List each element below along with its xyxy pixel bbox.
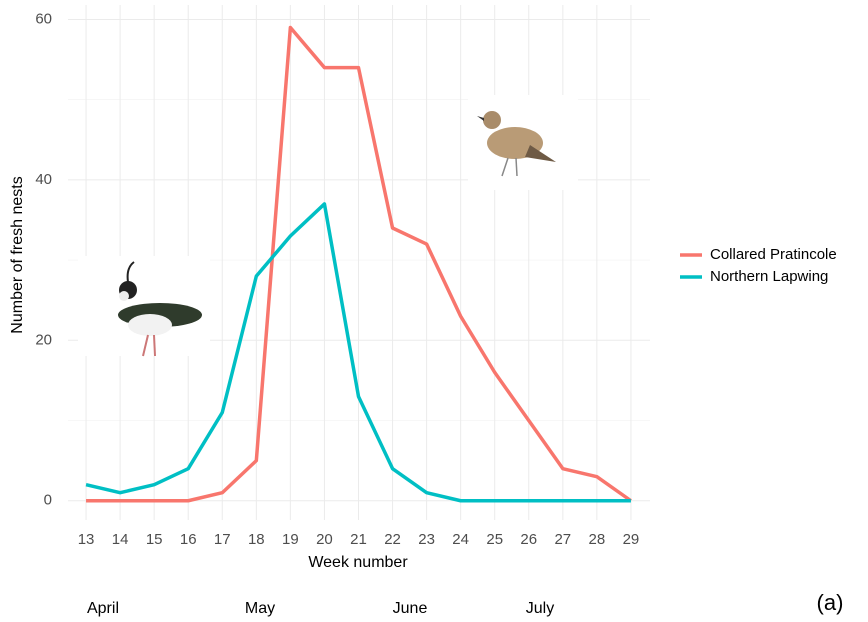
- grid: [68, 5, 650, 520]
- month-label: April: [87, 600, 119, 617]
- series-line: [86, 25, 632, 503]
- x-tick-label: 29: [623, 531, 640, 548]
- lapwing-image: [78, 256, 210, 357]
- lines: [85, 25, 632, 503]
- x-tick-label: 22: [384, 531, 401, 548]
- x-tick-label: 20: [316, 531, 333, 548]
- y-tick-label: 0: [44, 492, 52, 509]
- x-tick-label: 17: [214, 531, 231, 548]
- x-tick-label: 19: [282, 531, 299, 548]
- x-tick-label: 23: [418, 531, 435, 548]
- x-tick-label: 18: [248, 531, 265, 548]
- pratincole-image: [468, 95, 578, 190]
- x-axis-label: Week number: [308, 554, 408, 571]
- month-label: July: [526, 600, 554, 617]
- x-tick-label: 27: [554, 531, 571, 548]
- x-tick-label: 24: [452, 531, 469, 548]
- x-tick-label: 26: [520, 531, 537, 548]
- x-tick-label: 16: [180, 531, 197, 548]
- series-line: [85, 202, 631, 503]
- x-tick-label: 14: [112, 531, 129, 548]
- y-tick-label: 40: [35, 171, 52, 188]
- legend-label: Northern Lapwing: [710, 268, 828, 285]
- legend: Collared Pratincole Northern Lapwing: [680, 246, 837, 285]
- month-label: May: [245, 600, 275, 617]
- panel-label: (a): [817, 590, 844, 615]
- y-tick-label: 20: [35, 331, 52, 348]
- x-tick-label: 25: [486, 531, 503, 548]
- x-tick-label: 21: [350, 531, 367, 548]
- x-tick-label: 15: [146, 531, 163, 548]
- month-label: June: [393, 600, 428, 617]
- x-tick-label: 13: [78, 531, 95, 548]
- x-tick-label: 28: [589, 531, 606, 548]
- y-tick-label: 60: [35, 10, 52, 27]
- legend-label: Collared Pratincole: [710, 246, 837, 263]
- y-axis-label: Number of fresh nests: [9, 176, 26, 333]
